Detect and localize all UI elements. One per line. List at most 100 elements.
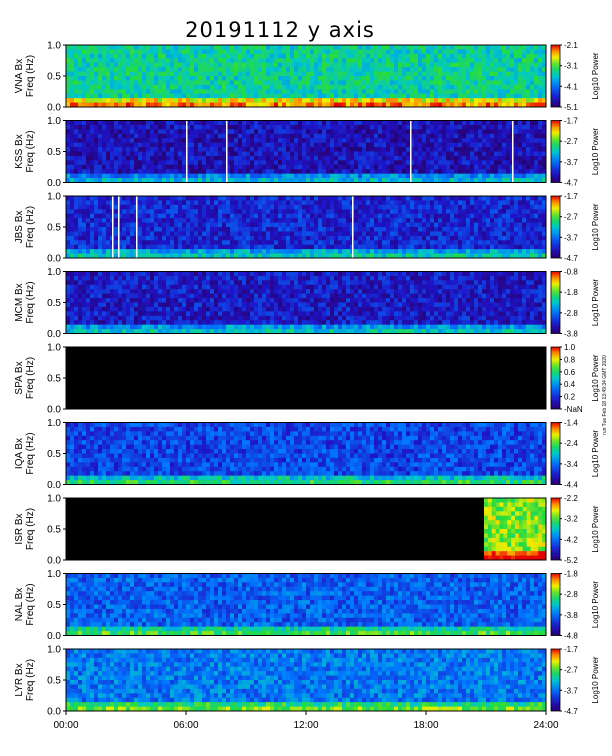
spectrogram-cell [154,84,159,90]
spectrogram-cell [470,155,475,161]
spectrogram-cell [138,133,143,139]
spectrogram-cell [278,231,283,237]
spectrogram-cell [422,155,427,161]
spectrogram-cell [210,98,215,103]
spectrogram-cell [126,231,131,237]
spectrogram-cell [182,209,187,215]
spectrogram-cell [94,102,99,108]
spectrogram-cell [138,138,143,144]
spectrogram-cell [314,164,319,170]
spectrogram-cell [106,235,111,241]
spectrogram-cell [386,231,391,237]
spectrogram-cell [418,138,423,144]
spectrogram-cell [418,49,423,55]
spectrogram-cell [274,89,279,95]
spectrogram-cell [210,244,215,250]
spectrogram-cell [258,240,263,246]
spectrogram-cell [450,129,455,135]
spectrogram-cell [114,102,119,108]
spectrogram-cell [118,155,123,161]
spectrogram-cell [234,231,239,237]
spectrogram-cell [334,138,339,144]
spectrogram-cell [126,240,131,246]
spectrogram-cell [274,235,279,241]
spectrogram-cell [434,76,439,81]
spectrogram-cell [166,129,171,135]
spectrogram-cell [226,164,231,170]
spectrogram-cell [542,84,547,90]
spectrogram-cell [474,151,479,157]
spectrogram-cell [386,67,391,72]
spectrogram-cell [542,62,547,68]
spectrogram-cell [506,76,511,81]
spectrogram-cell [266,200,271,206]
spectrogram-cell [170,227,175,232]
spectrogram-cell [478,155,483,161]
spectrogram-cell [186,196,191,201]
spectrogram-cell [110,155,115,161]
spectrogram-cell [162,222,167,228]
spectrogram-cell [198,98,203,103]
spectrogram-cell [410,84,415,90]
spectrogram-cell [146,49,151,55]
spectrogram-cell [190,129,195,135]
spectrogram-cell [406,218,411,223]
spectrogram-cell [82,178,87,183]
spectrogram-cell [98,133,103,139]
spectrogram-cell [322,249,327,254]
spectrogram-cell [150,93,155,99]
spectrogram-cell [394,98,399,103]
spectrogram-cell [166,62,171,68]
spectrogram-cell [278,209,283,215]
spectrogram-cell [386,151,391,157]
spectrogram-cell [218,53,223,59]
spectrogram-cell [214,240,219,246]
spectrogram-cell [242,200,247,206]
spectrogram-cell [410,133,415,139]
spectrogram-cell [94,76,99,81]
spectrogram-cell [410,98,415,103]
spectrogram-cell [358,240,363,246]
spectrogram-cell [310,129,315,135]
spectrogram-cell [370,80,375,86]
spectrogram-cell [366,209,371,215]
spectrogram-cell [414,196,419,201]
spectrogram-cell [254,204,259,210]
spectrogram-cell [474,235,479,241]
spectrogram-cell [134,169,139,175]
spectrogram-cell [102,129,107,135]
spectrogram-cell [226,138,231,144]
spectrogram-cell [238,45,243,50]
spectrogram-cell [402,213,407,219]
spectrogram-cell [486,84,491,90]
spectrogram-cell [522,93,527,99]
spectrogram-cell [530,147,535,152]
spectrogram-cell [310,231,315,237]
spectrogram-cell [166,84,171,90]
spectrogram-cell [130,138,135,144]
spectrogram-cell [102,45,107,50]
spectrogram-cell [138,173,143,179]
spectrogram-cell [298,169,303,175]
spectrogram-cell [206,164,211,170]
spectrogram-cell [510,58,515,64]
spectrogram-cell [142,196,147,201]
spectrogram-cell [422,133,427,139]
spectrogram-cell [518,76,523,81]
spectrogram-cell [398,84,403,90]
spectrogram-cell [454,227,459,232]
spectrogram-cell [214,222,219,228]
spectrogram-cell [342,209,347,215]
spectrogram-cell [278,204,283,210]
spectrogram-cell [106,231,111,237]
spectrogram-cell [170,231,175,237]
spectrogram-cell [406,196,411,201]
spectrogram-cell [354,151,359,157]
spectrogram-cell [126,244,131,250]
spectrogram-cell [434,124,439,130]
spectrogram-cell [270,71,275,77]
spectrogram-cell [122,133,127,139]
spectrogram-cell [230,222,235,228]
spectrogram-cell [262,249,267,254]
spectrogram-cell [342,84,347,90]
